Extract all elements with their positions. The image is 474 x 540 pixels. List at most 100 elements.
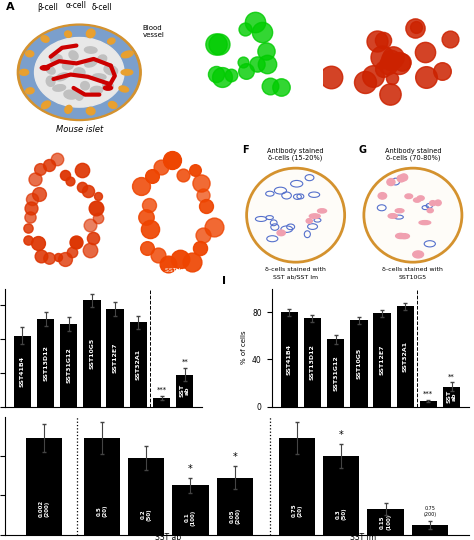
Point	[84, 187, 92, 195]
Ellipse shape	[435, 200, 441, 206]
Ellipse shape	[310, 214, 320, 219]
Text: **: **	[448, 374, 455, 380]
Point	[253, 59, 260, 68]
Point	[137, 182, 145, 191]
Bar	[153, 398, 170, 407]
Text: F: F	[242, 145, 248, 155]
Text: ***: ***	[423, 391, 433, 397]
Ellipse shape	[26, 88, 34, 94]
Circle shape	[18, 24, 141, 120]
Ellipse shape	[378, 193, 387, 199]
Text: δ-cells stained with: δ-cells stained with	[383, 267, 443, 272]
Circle shape	[246, 168, 345, 262]
Point	[89, 234, 97, 242]
Text: SST
ab: SST ab	[179, 384, 190, 397]
Text: 0.002
(200): 0.002 (200)	[39, 500, 49, 517]
Bar	[14, 336, 31, 407]
Text: 0.15
(100): 0.15 (100)	[380, 514, 391, 530]
Ellipse shape	[46, 66, 55, 74]
Point	[390, 53, 397, 62]
Point	[384, 60, 392, 69]
Text: Antibody stained: Antibody stained	[384, 148, 441, 154]
Point	[395, 59, 402, 68]
Ellipse shape	[75, 91, 83, 100]
Ellipse shape	[63, 62, 73, 70]
Ellipse shape	[86, 29, 95, 38]
Point	[35, 190, 43, 199]
Point	[219, 72, 226, 81]
Point	[379, 35, 386, 44]
Text: G: G	[359, 145, 367, 155]
Text: SST41B4: SST41B4	[20, 356, 25, 387]
Text: *: *	[188, 464, 193, 474]
Point	[46, 253, 53, 262]
Point	[191, 166, 199, 174]
Text: 0.75
(200): 0.75 (200)	[423, 506, 437, 517]
Ellipse shape	[73, 68, 85, 77]
Ellipse shape	[121, 51, 133, 58]
Point	[421, 48, 428, 56]
Bar	[83, 300, 100, 407]
Ellipse shape	[413, 251, 424, 258]
Point	[28, 195, 36, 204]
Point	[54, 252, 61, 261]
Point	[61, 171, 68, 179]
Text: SST12E7: SST12E7	[380, 345, 384, 375]
Ellipse shape	[98, 55, 107, 63]
Text: 0.2
(50): 0.2 (50)	[141, 508, 152, 521]
Point	[242, 67, 249, 76]
Point	[164, 259, 172, 268]
Ellipse shape	[86, 107, 95, 115]
Point	[78, 166, 86, 174]
Point	[210, 222, 218, 231]
Point	[142, 213, 150, 221]
Point	[197, 178, 204, 187]
Point	[157, 162, 164, 171]
Point	[31, 174, 39, 183]
Circle shape	[20, 26, 138, 118]
Bar	[83, 438, 120, 535]
Text: SST
ab: SST ab	[446, 390, 457, 403]
Ellipse shape	[119, 86, 128, 92]
Ellipse shape	[56, 73, 68, 81]
Text: α-cell: α-cell	[66, 1, 87, 10]
Point	[251, 18, 258, 26]
Text: δ-cell: δ-cell	[92, 3, 112, 12]
Ellipse shape	[103, 82, 113, 90]
Bar	[323, 456, 359, 535]
Text: 0.3
(50): 0.3 (50)	[336, 508, 346, 521]
Ellipse shape	[277, 230, 285, 235]
Bar	[130, 322, 147, 407]
Ellipse shape	[429, 201, 436, 206]
Point	[196, 244, 203, 253]
Text: SST lm: SST lm	[165, 268, 186, 273]
Point	[27, 213, 34, 221]
Ellipse shape	[396, 233, 406, 239]
Bar	[281, 312, 298, 407]
Circle shape	[35, 37, 124, 107]
Ellipse shape	[93, 74, 106, 80]
Point	[143, 244, 151, 252]
Text: SST13D12: SST13D12	[43, 345, 48, 381]
Point	[35, 238, 42, 247]
Point	[263, 59, 271, 68]
Bar	[419, 401, 437, 407]
Ellipse shape	[397, 175, 405, 182]
Text: C: C	[329, 6, 337, 17]
Ellipse shape	[387, 179, 395, 186]
Text: *: *	[339, 430, 344, 440]
Text: SST31G12: SST31G12	[333, 355, 338, 391]
Text: δ-cells (15-20%): δ-cells (15-20%)	[268, 155, 323, 161]
Bar	[443, 387, 460, 407]
Bar	[60, 324, 77, 407]
Point	[202, 201, 210, 210]
Text: I: I	[222, 276, 226, 286]
Ellipse shape	[108, 38, 115, 44]
Text: ***: ***	[156, 387, 166, 393]
Ellipse shape	[41, 101, 50, 109]
Text: Antibody stained: Antibody stained	[267, 148, 324, 154]
Point	[53, 154, 61, 163]
Point	[86, 246, 94, 254]
Ellipse shape	[26, 51, 34, 57]
Point	[446, 35, 454, 43]
